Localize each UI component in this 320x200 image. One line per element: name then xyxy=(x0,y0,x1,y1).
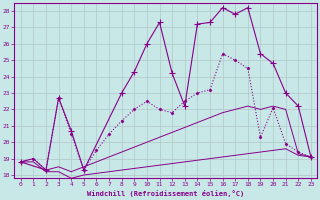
X-axis label: Windchill (Refroidissement éolien,°C): Windchill (Refroidissement éolien,°C) xyxy=(87,190,244,197)
